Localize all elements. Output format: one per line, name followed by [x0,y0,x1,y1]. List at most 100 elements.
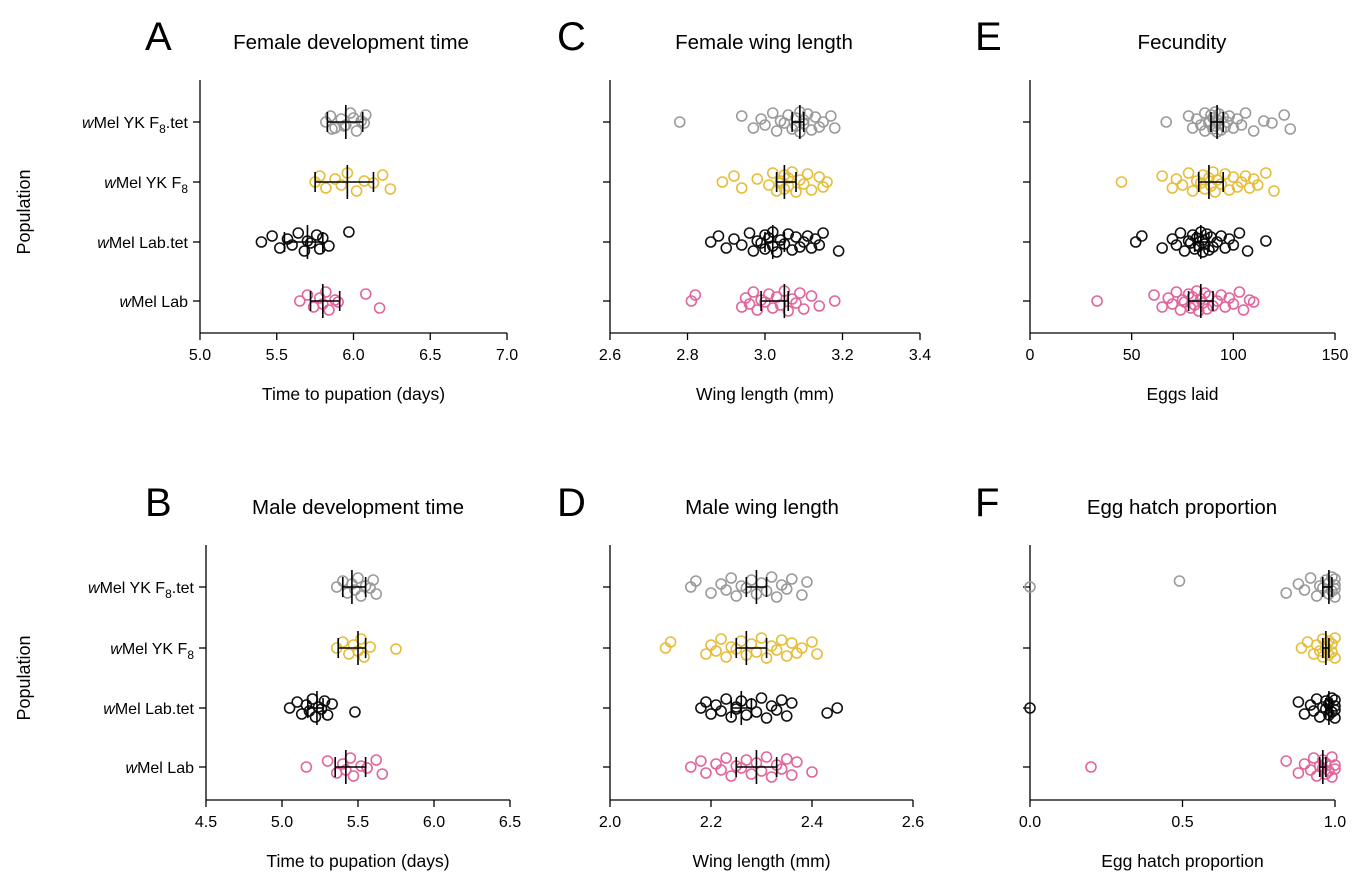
data-point [720,242,733,254]
data-point [1292,767,1305,779]
y-axis-label: Population [14,635,34,720]
data-point [1024,581,1036,593]
x-axis-label: Time to pupation (days) [262,384,445,404]
data-point [782,228,795,240]
data-point [1298,758,1311,770]
category-label: wMel Lab [120,294,189,311]
data-point [796,589,808,601]
x-tick-label: 6.5 [499,814,521,831]
data-point [1329,759,1341,771]
data-point [367,574,380,586]
x-tick-label: 5.0 [189,347,211,364]
data-point [821,176,833,188]
data-point [785,573,798,585]
data-point [343,226,355,238]
data-point [735,182,748,194]
data-point [1162,292,1175,304]
data-point [685,295,698,307]
data-point [782,180,795,192]
data-point [310,229,323,241]
series-group [716,165,833,199]
data-point [720,651,732,663]
data-point [1329,700,1341,712]
data-point [825,110,837,122]
data-point [318,695,331,707]
x-tick-label: 7.0 [496,347,518,364]
category-label: wMel YK F8.tet [82,115,189,136]
data-point [794,174,806,186]
panel-e: E Fecundity 0 50 100 150 Eggs laid [975,15,1348,404]
data-point [298,245,311,257]
data-point [832,245,845,257]
data-point [785,697,798,709]
data-point [1195,177,1207,189]
data-point [704,236,717,248]
data-point [786,166,798,178]
data-point [728,170,740,182]
data-point [376,169,389,181]
panel-f: F Egg hatch proportion 0.0 0.5 1.0 Egg hatch … [975,481,1346,871]
data-point [760,751,773,763]
data-point [805,184,818,196]
data-point [700,696,712,708]
data-point [1239,107,1252,119]
data-point [1176,294,1189,306]
data-point [338,120,351,132]
data-point [332,296,344,308]
x-axis-label: Time to pupation (days) [266,851,449,871]
data-point [286,239,298,251]
data-point [292,227,305,239]
data-point [710,645,722,657]
data-point [1227,239,1240,251]
data-point [293,295,306,307]
data-point [745,768,758,780]
data-point [1186,185,1199,197]
data-point [828,122,841,134]
data-point [1174,227,1187,239]
data-point [735,635,748,647]
data-point [1091,295,1103,307]
data-point [770,125,783,137]
data-point [355,760,367,772]
panel-a: A Female development time 5.0 5.5 6.0 6.5 7.0 T… [14,15,518,404]
data-point [763,288,775,300]
data-point [1211,174,1223,186]
data-point [358,651,370,663]
data-point [1329,712,1341,724]
data-point [1329,632,1341,644]
data-point [801,576,813,588]
panel-letter: B [145,481,172,525]
chart-title: Female development time [233,31,469,54]
x-tick-label: 3.4 [909,347,931,364]
data-point [1190,232,1203,244]
data-point [349,706,361,718]
data-point [747,286,760,298]
data-point [785,637,798,649]
data-point [1115,176,1128,188]
panel-letter: C [557,15,586,59]
x-tick-label: 5.5 [347,814,369,831]
x-tick-label: 2.0 [599,814,621,831]
x-axis-label: Wing length (mm) [692,851,830,871]
data-point [1329,579,1341,591]
data-point [755,632,768,644]
series-group [684,750,818,784]
data-point [1166,298,1179,310]
data-point [1241,245,1254,257]
x-tick-label: 2.6 [599,347,621,364]
data-point [373,302,386,314]
panel-letter: E [975,15,1002,59]
data-point [283,702,296,714]
data-point [336,758,349,770]
data-point [1192,240,1205,252]
data-point [274,242,286,254]
data-point [796,642,808,654]
x-tick-label: 6.0 [342,347,364,364]
data-point [1304,699,1317,711]
x-tick-label: 50 [1123,347,1141,364]
data-point [321,709,334,721]
data-point [336,636,349,648]
data-point [790,297,802,309]
category-label: wMel YK F8.tet [88,580,195,601]
